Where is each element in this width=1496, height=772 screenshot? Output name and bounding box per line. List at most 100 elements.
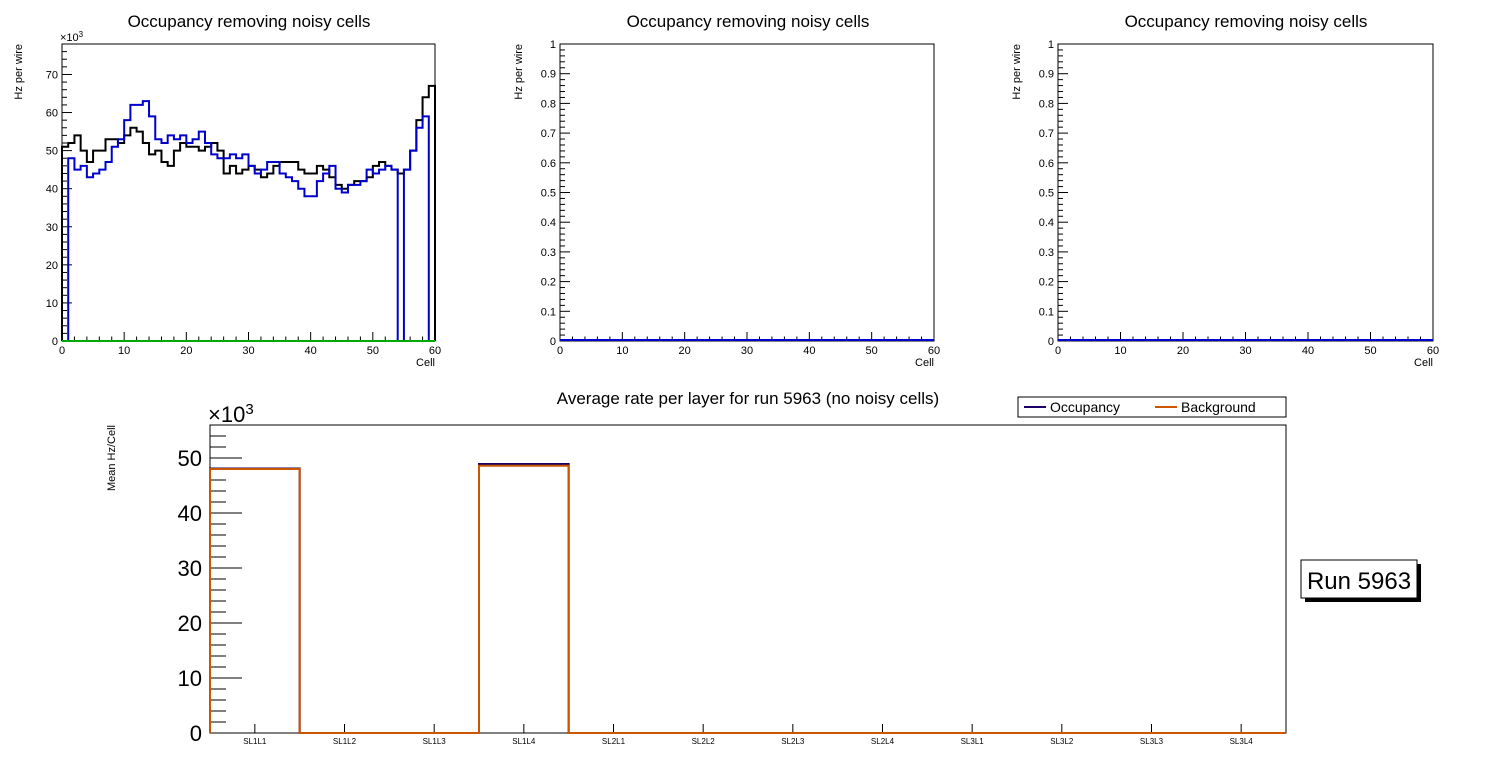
y-tick-label: 40 [46,184,58,196]
x-category-label: SL3L4 [1230,737,1254,746]
y-tick-label: 0 [190,721,202,746]
chart-title: Occupancy removing noisy cells [1125,12,1368,31]
y-tick-label: 20 [178,611,202,636]
y-tick-label: 0 [1048,336,1054,348]
x-tick-label: 0 [557,345,563,357]
y-axis-label: Hz per wire [1011,44,1023,100]
chart-title: Occupancy removing noisy cells [627,12,870,31]
y-exponent-label: ×103 [60,30,84,44]
y-tick-label: 0 [550,336,556,348]
x-category-label: SL3L1 [961,737,985,746]
y-tick-label: 1 [1048,39,1054,51]
x-category-label: SL1L1 [243,737,267,746]
y-tick-label: 0.2 [541,277,556,289]
x-axis-label: Cell [1414,357,1433,369]
plot-frame [1057,43,1434,342]
y-tick-label: 0.9 [1039,69,1054,81]
x-tick-label: 20 [679,345,691,357]
legend-label-occupancy: Occupancy [1050,399,1120,415]
x-tick-label: 10 [1114,345,1126,357]
x-tick-label: 20 [180,345,192,357]
x-axis-label: Cell [416,357,435,369]
y-tick-label: 0.5 [1039,188,1054,200]
x-tick-label: 40 [1302,345,1314,357]
y-tick-label: 0.3 [1039,247,1054,259]
x-tick-label: 40 [305,345,317,357]
x-category-label: SL1L4 [512,737,536,746]
legend-frame [1017,396,1287,418]
chart-title: Occupancy removing noisy cells [128,12,371,31]
y-tick-label: 50 [46,146,58,158]
y-tick-label: 0.8 [1039,98,1054,110]
y-tick-label: 0.6 [1039,158,1054,170]
legend-label-background: Background [1181,399,1256,415]
x-category-label: SL2L1 [602,737,626,746]
y-exponent-power: 3 [245,401,253,418]
y-tick-label: 0.1 [541,306,556,318]
y-tick-label: 0.2 [1039,277,1054,289]
x-tick-label: 60 [429,345,441,357]
y-axis-label: Hz per wire [513,44,525,100]
plot-frame [61,43,436,342]
x-tick-label: 10 [616,345,628,357]
y-tick-label: 30 [178,556,202,581]
x-tick-label: 0 [1055,345,1061,357]
y-tick-label: 0.8 [541,98,556,110]
series-line-background [209,464,1286,734]
x-tick-label: 60 [1427,345,1439,357]
y-tick-label: 70 [46,69,58,81]
y-tick-label: 0.3 [541,247,556,259]
x-tick-label: 30 [741,345,753,357]
x-category-label: SL3L3 [1140,737,1164,746]
y-exponent-power: 3 [79,30,84,39]
y-tick-label: 60 [46,108,58,120]
y-tick-label: 20 [46,260,58,272]
y-tick-label: 0.4 [1039,217,1054,229]
y-tick-label: 0.9 [541,69,556,81]
plot-frame [559,43,935,342]
y-tick-label: 10 [178,666,202,691]
y-axis-label: Mean Hz/Cell [106,425,118,491]
x-category-label: SL2L3 [781,737,805,746]
y-tick-label: 0.7 [1039,128,1054,140]
y-tick-label: 0.1 [1039,306,1054,318]
x-category-label: SL2L4 [871,737,895,746]
x-axis-label: Cell [915,357,934,369]
x-tick-label: 0 [59,345,65,357]
y-tick-label: 0.7 [541,128,556,140]
legend: Occupancy Background [1017,396,1287,418]
x-tick-label: 40 [803,345,815,357]
x-tick-label: 10 [118,345,130,357]
y-tick-label: 0 [52,336,58,348]
x-tick-label: 50 [866,345,878,357]
run-label-box: Run 5963 [1300,559,1421,602]
y-exponent-label: ×103 [208,401,254,427]
x-category-label: SL3L2 [1050,737,1074,746]
x-tick-label: 60 [928,345,940,357]
run-label-frame [1300,559,1418,599]
y-tick-label: 50 [178,446,202,471]
run-label: Run 5963 [1307,568,1411,595]
plot-frame [209,424,1287,734]
y-tick-label: 1 [550,39,556,51]
chart-title: Average rate per layer for run 5963 (no … [557,389,939,408]
x-category-label: SL1L2 [333,737,357,746]
y-axis-label: Hz per wire [13,44,25,100]
y-tick-label: 0.6 [541,158,556,170]
x-tick-label: 50 [1364,345,1376,357]
y-tick-label: 0.4 [541,217,556,229]
y-tick-label: 40 [178,501,202,526]
layer-rate-chart: Average rate per layer for run 5963 (no … [106,389,1287,746]
x-tick-label: 50 [367,345,379,357]
series-line-occupancy [209,463,1286,734]
x-category-label: SL1L3 [423,737,447,746]
y-tick-label: 10 [46,298,58,310]
y-tick-label: 30 [46,222,58,234]
x-category-label: SL2L2 [692,737,716,746]
x-tick-label: 20 [1177,345,1189,357]
series-line-black [61,84,436,341]
x-tick-label: 30 [242,345,254,357]
